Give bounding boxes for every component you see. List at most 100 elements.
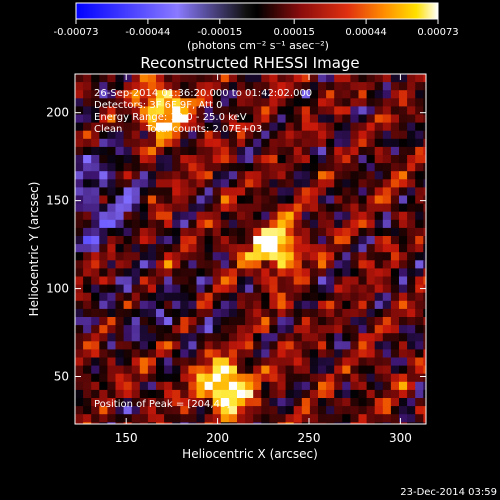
heatmap-pixel — [99, 284, 108, 294]
heatmap-pixel — [415, 114, 424, 123]
heatmap-pixel — [277, 308, 286, 318]
heatmap-pixel — [220, 227, 230, 237]
heatmap-pixel — [277, 414, 286, 423]
heatmap-pixel — [228, 292, 238, 302]
heatmap-pixel — [196, 163, 205, 172]
x-tick-label: 250 — [298, 431, 321, 445]
heatmap-pixel — [261, 308, 270, 318]
heatmap-pixel — [99, 219, 108, 229]
heatmap-pixel — [237, 325, 246, 334]
heatmap-pixel — [374, 308, 384, 318]
heatmap-pixel — [188, 389, 197, 399]
heatmap-pixel — [342, 90, 351, 99]
heatmap-pixel — [164, 227, 173, 237]
heatmap-pixel — [342, 341, 351, 350]
heatmap-pixel — [415, 414, 424, 423]
heatmap-pixel — [269, 341, 278, 350]
heatmap-pixel — [107, 292, 116, 302]
heatmap-pixel — [326, 236, 335, 245]
heatmap-pixel — [123, 325, 133, 334]
heatmap-pixel — [358, 236, 367, 245]
heatmap-pixel — [318, 98, 327, 107]
heatmap-pixel — [326, 300, 335, 310]
heatmap-pixel — [366, 292, 376, 302]
heatmap-pixel — [107, 114, 116, 123]
heatmap-pixel — [237, 341, 246, 350]
heatmap-pixel — [91, 422, 100, 424]
heatmap-pixel — [269, 260, 278, 269]
heatmap-pixel — [285, 406, 295, 415]
heatmap-pixel — [204, 268, 214, 277]
heatmap-pixel — [407, 187, 416, 196]
heatmap-pixel — [91, 203, 100, 213]
heatmap-pixel — [164, 292, 173, 302]
heatmap-pixel — [269, 357, 278, 366]
heatmap-pixel — [407, 357, 416, 366]
heatmap-pixel — [334, 252, 343, 261]
heatmap-pixel — [139, 260, 149, 269]
heatmap-pixel — [196, 252, 205, 261]
heatmap-pixel — [253, 389, 262, 399]
heatmap-pixel — [156, 406, 165, 415]
heatmap-pixel — [123, 146, 133, 156]
heatmap-pixel — [83, 171, 92, 180]
heatmap-pixel — [196, 284, 205, 294]
heatmap-pixel — [139, 82, 149, 91]
heatmap-pixel — [156, 389, 165, 399]
heatmap-pixel — [107, 82, 116, 91]
heatmap-pixel — [204, 203, 214, 213]
heatmap-pixel — [269, 349, 278, 358]
heatmap-pixel — [415, 373, 424, 383]
heatmap-pixel — [188, 227, 197, 237]
heatmap-pixel — [366, 308, 376, 318]
heatmap-pixel — [107, 284, 116, 294]
heatmap-pixel — [237, 98, 246, 107]
heatmap-pixel — [399, 187, 408, 196]
heatmap-pixel — [285, 90, 295, 99]
heatmap-pixel — [180, 252, 189, 261]
heatmap-pixel — [204, 82, 214, 91]
heatmap-pixel — [123, 236, 133, 245]
heatmap-pixel — [309, 195, 319, 204]
heatmap-pixel — [123, 381, 133, 391]
heatmap-pixel — [407, 341, 416, 350]
heatmap-pixel — [123, 317, 133, 326]
heatmap-pixel — [309, 373, 319, 383]
heatmap-pixel — [350, 122, 359, 132]
heatmap-pixel — [407, 179, 416, 188]
heatmap-pixel — [99, 130, 108, 140]
x-tick-label: 300 — [389, 431, 412, 445]
heatmap-pixel — [180, 236, 189, 245]
heatmap-pixel — [180, 341, 189, 350]
heatmap-pixel — [269, 333, 278, 342]
heatmap-pixel — [399, 414, 408, 423]
heatmap-pixel — [115, 381, 124, 391]
heatmap-pixel — [301, 138, 311, 148]
heatmap-pixel — [326, 292, 335, 302]
heatmap-pixel — [326, 90, 335, 99]
heatmap-pixel — [156, 414, 165, 423]
heatmap-pixel — [374, 74, 384, 83]
heatmap-pixel — [99, 187, 108, 196]
heatmap-pixel — [350, 276, 359, 285]
heatmap-pixel — [75, 163, 84, 172]
heatmap-pixel — [228, 244, 238, 253]
annotation-energy-range: Energy Range: 12.0 - 25.0 keV — [94, 112, 247, 123]
heatmap-pixel — [374, 219, 384, 229]
heatmap-pixel — [269, 82, 278, 91]
heatmap-pixel — [269, 203, 278, 213]
heatmap-pixel — [399, 98, 408, 107]
heatmap-pixel — [131, 276, 141, 285]
heatmap-pixel — [374, 373, 384, 383]
heatmap-pixel — [390, 357, 400, 366]
heatmap-pixel — [245, 292, 254, 302]
heatmap-pixel — [212, 138, 222, 148]
heatmap-pixel — [164, 300, 173, 310]
heatmap-pixel — [358, 146, 367, 156]
heatmap-pixel — [83, 308, 92, 318]
heatmap-pixel — [407, 325, 416, 334]
heatmap-pixel — [366, 130, 376, 140]
heatmap-pixel — [382, 276, 392, 285]
heatmap-pixel — [180, 406, 189, 415]
heatmap-pixel — [196, 244, 205, 253]
